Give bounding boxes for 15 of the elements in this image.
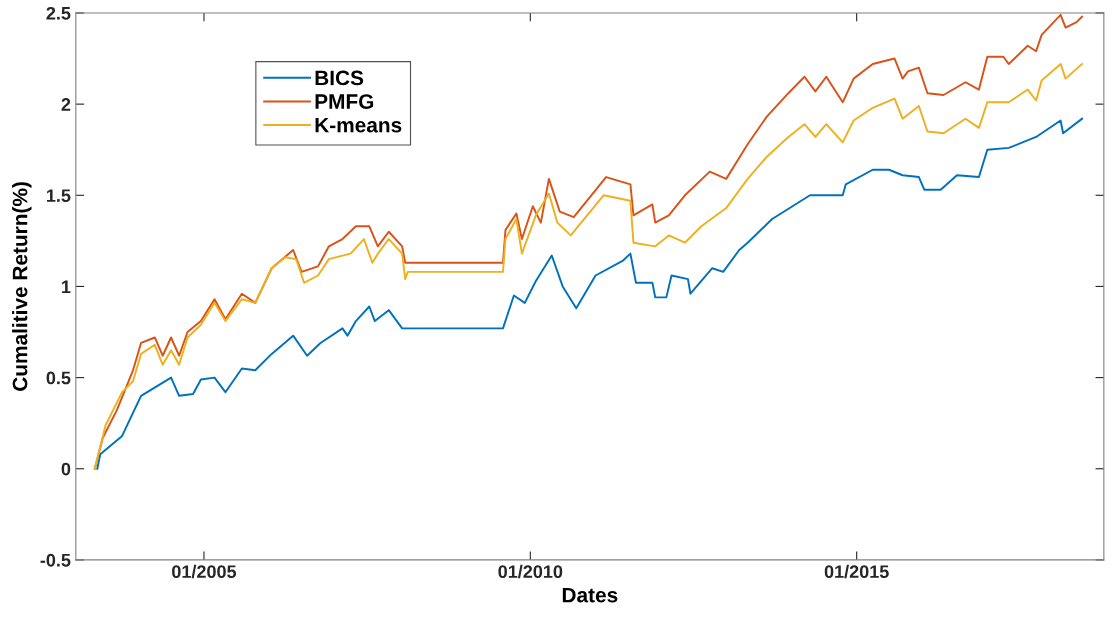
y-tick-label: 2	[61, 98, 71, 111]
x-tick-label: 01/2015	[824, 564, 889, 579]
y-tick-label: 0.5	[46, 371, 71, 385]
x-axis-title: Dates	[562, 587, 618, 603]
y-axis-title: Cumalitive Return(%)	[12, 182, 32, 391]
legend-label: PMFG	[315, 94, 374, 109]
y-tick-label: 2.5	[46, 6, 71, 20]
y-tick-label: 1	[62, 280, 71, 293]
y-tick-label: 0	[61, 462, 71, 476]
y-tick-label: 1.5	[47, 189, 71, 203]
legend-label: K-means	[315, 117, 402, 133]
legend-label: BICS	[315, 70, 364, 86]
y-tick-label: -0.5	[40, 553, 71, 567]
x-tick-label: 01/2005	[172, 564, 237, 579]
x-tick-label: 01/2010	[498, 564, 563, 579]
